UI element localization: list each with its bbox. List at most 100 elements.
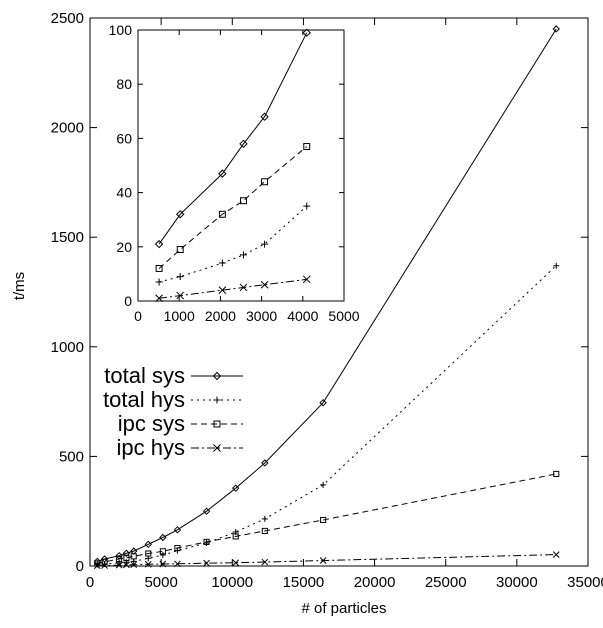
inset-data-point-cross <box>218 286 227 295</box>
inset-x-tick-label: 4000 <box>287 308 318 324</box>
inset-x-tick-label: 1000 <box>164 308 195 324</box>
data-point-square <box>203 538 210 545</box>
data-point-square <box>159 548 166 555</box>
inset-data-point-diamond <box>260 112 269 121</box>
data-point-square <box>145 550 152 557</box>
y-tick-label: 2000 <box>51 120 84 137</box>
inset-data-point-square <box>261 178 269 186</box>
inset-data-point-plus <box>155 278 163 286</box>
x-tick-label: 0 <box>86 574 94 591</box>
data-point-plus <box>261 515 268 522</box>
data-point-cross <box>123 561 130 569</box>
legend-marker-cross <box>213 444 221 452</box>
legend-label: ipc hys <box>117 435 185 460</box>
data-point-diamond <box>159 533 167 542</box>
legend-marker-diamond <box>212 371 222 381</box>
data-point-cross <box>130 561 138 569</box>
data-point-square <box>123 554 130 561</box>
legend-marker-plus <box>213 396 221 404</box>
data-point-cross <box>261 558 269 566</box>
inset-data-point-plus <box>176 273 184 281</box>
inset-x-tick-label: 2000 <box>205 308 236 324</box>
inset-y-tick-label: 40 <box>116 185 132 201</box>
series-line-1 <box>97 28 557 562</box>
inset-x-tick-label: 0 <box>134 308 142 324</box>
inset-data-point-cross <box>239 283 248 292</box>
inset-plot-area: 0 1000 2000 3000 4000 5000 0 20 40 60 80 100 <box>109 22 360 324</box>
y-tick-label: 1000 <box>51 339 84 356</box>
inset-frame <box>137 29 345 302</box>
data-point-diamond <box>319 398 327 407</box>
x-tick-label: 5000 <box>144 574 177 591</box>
inset-data-point-square <box>239 197 247 205</box>
data-point-cross <box>319 557 327 564</box>
y-tick-label: 500 <box>59 448 84 465</box>
inset-x-tick-label: 5000 <box>328 308 359 324</box>
inset-data-point-cross <box>176 291 185 300</box>
y-tick-label: 0 <box>76 558 84 575</box>
y-tick-label: 1500 <box>51 229 84 246</box>
data-point-diamond <box>173 526 182 534</box>
data-point-plus <box>203 539 210 546</box>
data-point-cross <box>144 560 152 568</box>
x-tick-label: 25000 <box>425 574 467 591</box>
legend-label: total sys <box>104 363 185 388</box>
inset-series-line-1 <box>158 32 308 245</box>
data-point-diamond <box>144 540 152 549</box>
x-tick-label: 20000 <box>354 574 396 591</box>
x-tick-label: 30000 <box>496 574 538 591</box>
inset-series-line-3 <box>158 146 308 269</box>
data-point-square <box>261 527 268 534</box>
x-tick-label: 15000 <box>283 574 325 591</box>
inset-data-point-square <box>155 265 163 272</box>
inset-x-tick-label: 3000 <box>246 308 277 324</box>
inset-data-point-plus <box>303 202 311 210</box>
data-point-square <box>130 553 137 560</box>
data-point-cross <box>232 559 240 567</box>
inset-y-tick-label: 80 <box>116 76 132 92</box>
legend-marker-square <box>213 420 221 428</box>
data-point-diamond <box>122 549 131 557</box>
inset-data-point-square <box>303 143 311 151</box>
data-point-diamond <box>202 507 211 515</box>
x-tick-label: 10000 <box>211 574 253 591</box>
data-point-square <box>232 533 239 540</box>
inset-series-line-4 <box>159 278 307 299</box>
inset-data-point-diamond <box>175 210 185 219</box>
data-point-plus <box>553 262 560 269</box>
data-point-cross <box>174 560 181 568</box>
inset-data-point-square <box>176 246 184 253</box>
inset-y-tick-label: 60 <box>116 130 132 146</box>
inset-data-point-plus <box>239 251 247 259</box>
inset-data-point-diamond <box>302 28 311 37</box>
data-point-cross <box>159 560 167 568</box>
inset-data-point-plus <box>218 259 226 267</box>
data-point-diamond <box>552 25 560 33</box>
inset-y-tick-label: 20 <box>116 239 132 255</box>
inset-data-point-square <box>218 210 226 218</box>
x-axis-title: # of particles <box>301 600 386 617</box>
data-point-cross <box>115 561 123 569</box>
y-tick-label: 2500 <box>51 10 84 27</box>
data-point-square <box>174 544 181 552</box>
inset-data-point-cross <box>155 294 163 303</box>
data-point-square <box>101 558 108 565</box>
data-point-square <box>116 555 123 563</box>
inset-data-point-cross <box>260 280 269 289</box>
data-point-plus <box>159 552 166 559</box>
inset-y-tick-label: 100 <box>109 22 133 38</box>
inset-data-point-cross <box>302 275 311 284</box>
legend-label: ipc sys <box>118 411 185 436</box>
data-point-square <box>320 516 327 524</box>
series-line-3 <box>97 473 557 564</box>
data-point-square <box>553 470 560 477</box>
data-point-plus <box>320 481 327 488</box>
inset-data-point-diamond <box>154 239 164 249</box>
inset-series-line-2 <box>158 205 308 283</box>
data-point-cross <box>101 562 108 569</box>
data-point-cross <box>203 559 210 567</box>
